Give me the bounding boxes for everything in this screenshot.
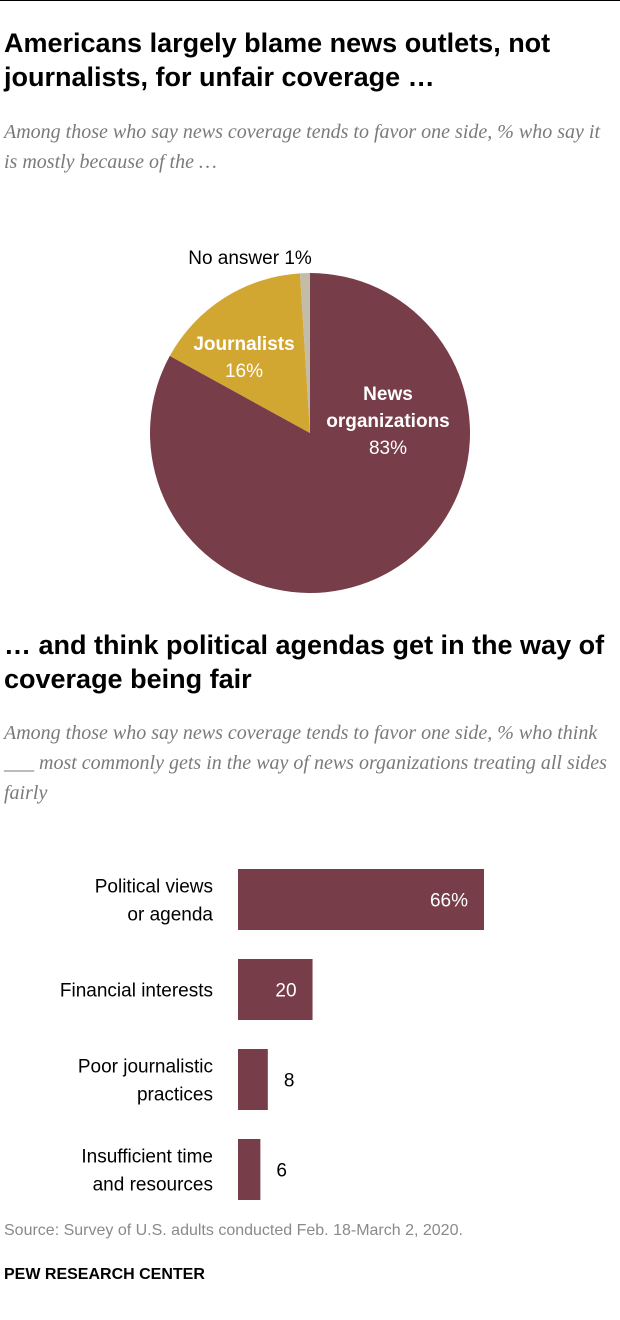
bar-3 (238, 1049, 268, 1110)
bar-1 (238, 869, 484, 930)
bar-value-label: 66% (430, 891, 468, 912)
bar-category-label: practices (137, 1085, 213, 1106)
pie-chart: News organizations 83% Journalists 16% No ans… (149, 248, 470, 593)
bar-category-label: Insufficient time (81, 1147, 213, 1168)
bar-category-label: Political views (95, 877, 213, 898)
pie-slice-3 (299, 273, 310, 433)
brand-logo-text: PEW RESEARCH CENTER (4, 1266, 205, 1283)
pie-label-news-organizations: organizations (326, 411, 450, 432)
source-note: Source: Survey of U.S. adults conducted … (4, 1222, 463, 1239)
bar-value-label: 6 (276, 1161, 287, 1182)
pie-slice-2 (169, 273, 310, 433)
bar-chart: Political views or agenda 66% Financial int… (60, 869, 484, 1200)
bar-value-label: 8 (284, 1071, 295, 1092)
pie-value-news-organizations: 83% (369, 438, 407, 459)
pie-label-news-organizations: News (363, 384, 413, 405)
bar-value-label: 20 (275, 981, 296, 1002)
pie-chart-title: Americans largely blame news outlets, no… (4, 28, 551, 92)
bar-chart-title: … and think political agendas get in the… (4, 630, 605, 694)
pie-value-journalists: 16% (225, 361, 263, 382)
bar-category-label: Poor journalistic (78, 1057, 213, 1078)
bar-2 (238, 959, 313, 1020)
top-rule (0, 0, 620, 1)
bar-4 (238, 1139, 261, 1200)
bar-category-label: and resources (93, 1175, 213, 1196)
pie-label-no-answer: No answer 1% (188, 248, 312, 269)
bar-category-label: Financial interests (60, 981, 213, 1002)
bar-category-label: or agenda (127, 905, 213, 926)
pie-chart-subtitle: Among those who say news coverage tends … (4, 121, 601, 173)
bar-chart-subtitle: Among those who say news coverage tends … (4, 722, 607, 804)
pie-label-journalists: Journalists (193, 334, 294, 355)
